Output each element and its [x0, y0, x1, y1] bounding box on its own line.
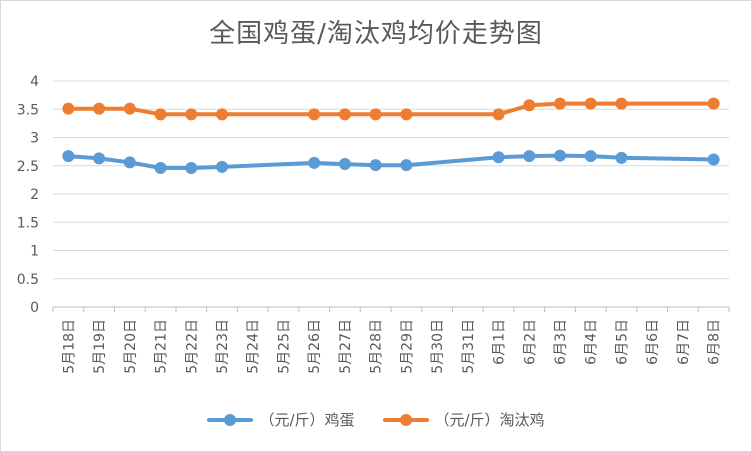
legend: （元/斤）鸡蛋 （元/斤）淘汰鸡: [1, 409, 751, 430]
x-tick-label: 6月2日: [522, 319, 538, 365]
x-tick-label: 6月8日: [707, 319, 723, 365]
x-tick-label: 5月30日: [430, 319, 446, 374]
legend-swatch-culled-hens: [382, 413, 429, 427]
data-point-series-0: [400, 159, 413, 172]
data-point-series-1: [492, 108, 505, 121]
data-point-series-0: [615, 151, 628, 164]
data-point-series-0: [554, 149, 566, 162]
legend-swatch-eggs: [207, 413, 254, 427]
y-tick-label: 2.5: [17, 159, 39, 175]
x-tick-label: 5月24日: [246, 319, 262, 374]
data-point-series-0: [93, 152, 106, 165]
y-tick-label: 3.5: [17, 102, 39, 118]
x-tick-label: 6月1日: [492, 319, 508, 365]
x-tick-label: 6月5日: [614, 319, 630, 365]
data-point-series-0: [338, 158, 351, 171]
data-point-series-1: [308, 108, 321, 121]
x-tick-label: 5月22日: [184, 319, 200, 374]
x-tick-label: 6月4日: [584, 319, 600, 365]
y-tick-label: 0: [30, 300, 39, 316]
x-tick-label: 5月29日: [399, 319, 415, 374]
data-point-series-0: [216, 160, 228, 173]
data-point-series-1: [185, 108, 198, 121]
x-tick-label: 5月27日: [338, 319, 354, 374]
data-point-series-1: [154, 108, 167, 121]
data-point-series-1: [338, 108, 351, 121]
x-tick-label: 6月6日: [645, 319, 661, 365]
y-tick-label: 3: [30, 131, 39, 147]
legend-label-eggs: （元/斤）鸡蛋: [259, 411, 355, 429]
data-point-series-1: [216, 108, 228, 121]
x-tick-label: 5月31日: [461, 319, 477, 374]
data-point-series-1: [400, 108, 413, 121]
legend-item-culled-hens: （元/斤）淘汰鸡: [382, 409, 545, 430]
data-point-series-0: [185, 162, 198, 175]
data-point-series-0: [707, 153, 720, 166]
data-point-series-1: [707, 97, 720, 110]
legend-item-eggs: （元/斤）鸡蛋: [207, 409, 355, 430]
y-tick-label: 1.5: [17, 215, 39, 231]
x-tick-label: 6月7日: [676, 319, 692, 365]
data-point-series-1: [554, 97, 566, 110]
data-point-series-0: [492, 151, 505, 164]
data-point-series-0: [369, 159, 382, 172]
legend-marker-eggs: [224, 413, 237, 426]
data-point-series-1: [523, 99, 536, 112]
data-point-series-0: [123, 156, 136, 169]
data-point-series-0: [523, 150, 536, 163]
series-line-0: [66, 153, 716, 170]
data-point-series-1: [62, 102, 75, 115]
data-point-series-0: [308, 156, 321, 169]
data-point-series-1: [584, 97, 597, 110]
x-tick-label: 5月18日: [61, 319, 77, 374]
x-tick-label: 5月25日: [276, 319, 292, 374]
data-point-series-1: [369, 108, 382, 121]
data-point-series-0: [154, 162, 167, 175]
y-tick-label: 4: [30, 74, 39, 90]
x-tick-label: 5月28日: [369, 319, 385, 374]
x-tick-label: 5月21日: [154, 319, 170, 374]
data-point-series-1: [123, 102, 136, 115]
series-line-1: [66, 101, 716, 117]
x-tick-label: 5月23日: [215, 319, 231, 374]
data-point-series-1: [93, 102, 106, 115]
legend-marker-culled-hens: [399, 413, 412, 426]
legend-label-culled-hens: （元/斤）淘汰鸡: [434, 411, 545, 429]
data-point-series-0: [62, 150, 75, 163]
data-point-series-1: [615, 97, 628, 110]
y-tick-label: 1: [30, 244, 39, 260]
chart-title: 全国鸡蛋/淘汰鸡均价走势图: [209, 19, 543, 49]
data-point-series-0: [584, 150, 597, 163]
x-tick-label: 5月19日: [92, 319, 108, 374]
x-tick-label: 5月20日: [123, 319, 139, 374]
x-tick-label: 6月3日: [553, 319, 569, 365]
x-tick-label: 5月26日: [307, 319, 323, 374]
y-tick-label: 0.5: [17, 272, 39, 288]
y-tick-label: 2: [30, 187, 39, 203]
